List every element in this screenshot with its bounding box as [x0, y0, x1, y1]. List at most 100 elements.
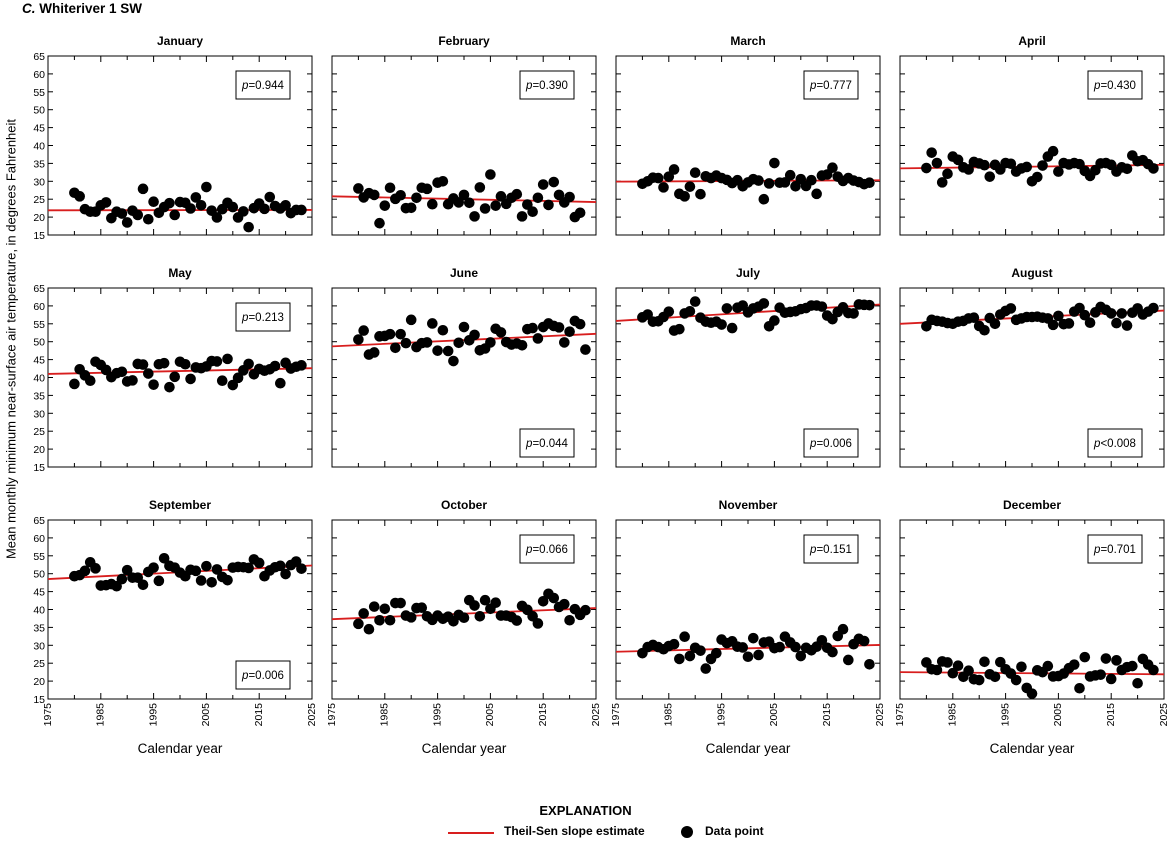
- data-point: [700, 663, 712, 674]
- y-tick-label: 15: [33, 462, 45, 474]
- data-point: [421, 183, 433, 195]
- data-point: [1148, 163, 1159, 174]
- data-point: [511, 615, 523, 626]
- data-point: [668, 638, 680, 650]
- data-point: [695, 645, 706, 656]
- p-value-symbol: p: [809, 544, 817, 556]
- data-point: [427, 318, 438, 329]
- p-value-number: =0.944: [248, 80, 284, 92]
- y-tick-label: 50: [33, 105, 45, 117]
- data-point: [1005, 158, 1017, 170]
- data-point: [674, 653, 685, 665]
- data-point: [532, 192, 544, 204]
- data-point: [537, 595, 549, 607]
- y-tick-label: 25: [33, 194, 45, 206]
- data-point: [74, 191, 85, 202]
- data-point: [763, 178, 775, 189]
- legend-point-label: Data point: [705, 824, 764, 838]
- data-point: [437, 176, 449, 187]
- data-point: [979, 159, 990, 171]
- data-point: [453, 197, 465, 208]
- legend-trend-label: Theil-Sen slope estimate: [504, 824, 645, 838]
- data-point: [442, 345, 454, 357]
- data-point: [469, 329, 480, 341]
- data-point: [179, 358, 191, 370]
- chart-title: June: [450, 266, 478, 280]
- p-value-number: <0.008: [1100, 438, 1136, 450]
- x-tick-label: 2015: [537, 703, 549, 727]
- data-point: [1021, 161, 1033, 173]
- data-point: [553, 189, 565, 201]
- data-point: [137, 359, 149, 370]
- data-point: [479, 203, 491, 214]
- data-point: [116, 366, 128, 378]
- p-value-symbol: p: [241, 80, 249, 92]
- data-point: [227, 201, 239, 213]
- y-tick-label: 65: [33, 515, 45, 527]
- p-value-number: =0.213: [248, 312, 284, 324]
- data-point: [811, 188, 822, 200]
- data-point: [1116, 308, 1128, 319]
- data-point: [416, 602, 428, 614]
- p-value-box: [1087, 70, 1143, 100]
- data-point: [684, 181, 696, 192]
- x-tick-label: 1995: [999, 703, 1011, 727]
- data-point: [185, 203, 196, 214]
- chart-april: April p=0.430: [899, 34, 1165, 236]
- data-point: [400, 337, 412, 349]
- data-point: [747, 632, 759, 644]
- data-point: [758, 193, 770, 205]
- data-point: [469, 600, 480, 611]
- data-point: [211, 212, 223, 223]
- data-point: [474, 182, 486, 193]
- data-point: [527, 322, 538, 334]
- data-point: [395, 328, 406, 340]
- figure-panel-letter: C.: [22, 1, 36, 16]
- data-point: [1063, 318, 1075, 329]
- y-tick-label: 60: [33, 533, 45, 545]
- x-tick-label: 1995: [715, 703, 727, 727]
- p-value-number: =0.006: [248, 670, 284, 682]
- data-point: [243, 562, 254, 574]
- data-point: [368, 189, 380, 201]
- data-point: [674, 323, 685, 335]
- data-point: [158, 357, 170, 369]
- y-tick-label: 40: [33, 373, 45, 385]
- p-value-box: [235, 302, 291, 332]
- data-point: [848, 308, 859, 319]
- data-point: [275, 377, 286, 389]
- y-tick-label: 35: [33, 158, 45, 170]
- data-point: [795, 650, 807, 662]
- data-point: [774, 641, 785, 653]
- data-point: [201, 560, 212, 572]
- p-value-symbol: p: [525, 80, 533, 92]
- data-point: [790, 641, 801, 653]
- data-point: [1074, 682, 1085, 694]
- x-tick-label: 1975: [42, 703, 54, 727]
- data-point: [553, 322, 565, 333]
- x-tick-label: 2025: [874, 703, 886, 727]
- data-point: [516, 339, 528, 351]
- p-value-box: [519, 428, 575, 458]
- data-point: [1148, 664, 1159, 676]
- y-tick-label: 20: [33, 676, 45, 688]
- y-tick-label: 50: [33, 569, 45, 581]
- x-axis-label: Calendar year: [706, 741, 791, 756]
- x-tick-label: 2005: [768, 703, 780, 727]
- data-point: [679, 631, 690, 643]
- data-point: [368, 601, 380, 612]
- chart-title: May: [168, 266, 192, 280]
- y-tick-label: 30: [33, 640, 45, 652]
- data-point: [353, 334, 364, 345]
- data-point: [280, 568, 291, 580]
- y-tick-label: 25: [33, 658, 45, 670]
- data-point: [816, 634, 828, 646]
- data-point: [169, 371, 181, 383]
- p-value-box: [803, 428, 859, 458]
- data-point: [379, 200, 391, 211]
- p-value-number: =0.066: [532, 544, 568, 556]
- data-point: [358, 608, 369, 619]
- data-point: [84, 375, 96, 387]
- data-point: [864, 299, 875, 311]
- data-point: [458, 189, 470, 201]
